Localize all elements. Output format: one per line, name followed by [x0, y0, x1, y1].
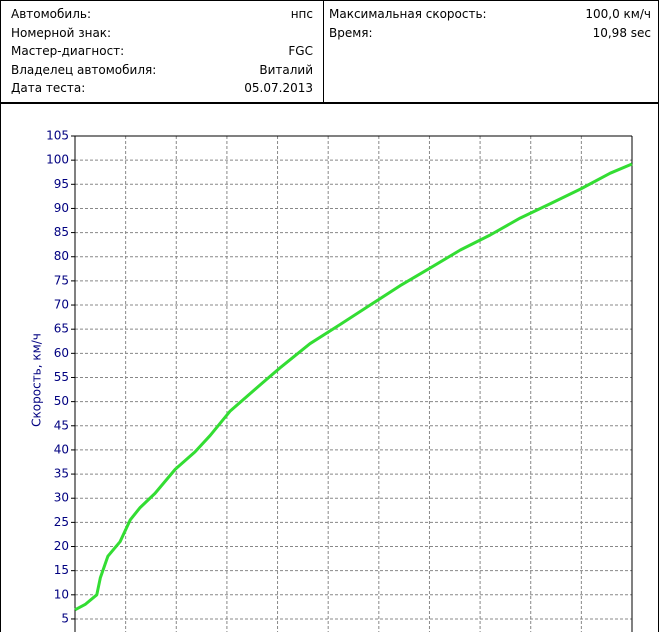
info-label: Мастер-диагност:	[11, 44, 125, 58]
y-tick-label: 45	[54, 418, 69, 432]
info-row: Дата теста: 05.07.2013	[11, 79, 313, 97]
y-tick-label: 100	[46, 153, 69, 167]
y-tick-label: 105	[46, 129, 69, 143]
y-tick-label: 50	[54, 394, 69, 408]
y-tick-label: 25	[54, 515, 69, 529]
info-label: Автомобиль:	[11, 7, 91, 21]
y-axis-label: Скорость, км/ч	[30, 333, 44, 427]
y-tick-label: 80	[54, 249, 69, 263]
y-tick-label: 15	[54, 563, 69, 577]
info-row: Номерной знак:	[11, 24, 313, 42]
y-tick-label: 65	[54, 322, 69, 336]
info-label: Максимальная скорость:	[329, 7, 487, 21]
y-tick-label: 75	[54, 273, 69, 287]
chart: Скорость, км/ч 5 10 15 20 25 30 35 40 45 50 55 60 65…	[0, 103, 659, 632]
info-row: Мастер-диагност: FGC	[11, 42, 313, 60]
y-tick-label: 95	[54, 177, 69, 191]
y-tick-label: 85	[54, 225, 69, 239]
info-row: Максимальная скорость: 100,0 км/ч	[329, 5, 651, 23]
info-label: Владелец автомобиля:	[11, 62, 157, 77]
info-value: 100,0 км/ч	[585, 7, 651, 21]
info-value: FGC	[288, 44, 313, 58]
info-value: Виталий	[259, 62, 313, 77]
y-tick-label: 5	[61, 611, 69, 625]
y-tick-label: 35	[54, 467, 69, 481]
y-tick-label: 70	[54, 298, 69, 312]
info-row: Автомобиль: нпс	[11, 5, 313, 23]
y-tick-label: 10	[54, 587, 69, 601]
chart-frame	[0, 103, 659, 632]
y-tick-label: 30	[54, 491, 69, 505]
y-tick-label: 40	[54, 442, 69, 456]
info-value: 10,98 sec	[592, 25, 651, 40]
info-label: Дата теста:	[11, 81, 86, 95]
y-tick-label: 55	[54, 370, 69, 384]
divider	[323, 1, 324, 102]
info-row: Время: 10,98 sec	[329, 24, 651, 42]
info-panel: Автомобиль: нпс Номерной знак: Мастер-диагн…	[0, 0, 659, 103]
info-row: Владелец автомобиля: Виталий	[11, 61, 313, 79]
info-value: нпс	[290, 7, 313, 21]
speed-line	[74, 162, 633, 612]
info-label: Номерной знак:	[11, 25, 112, 40]
y-tick-label: 60	[54, 346, 69, 360]
y-tick-label: 90	[54, 201, 69, 215]
info-label: Время:	[329, 25, 373, 40]
y-tick-label: 20	[54, 539, 69, 553]
info-value: 05.07.2013	[244, 81, 313, 95]
